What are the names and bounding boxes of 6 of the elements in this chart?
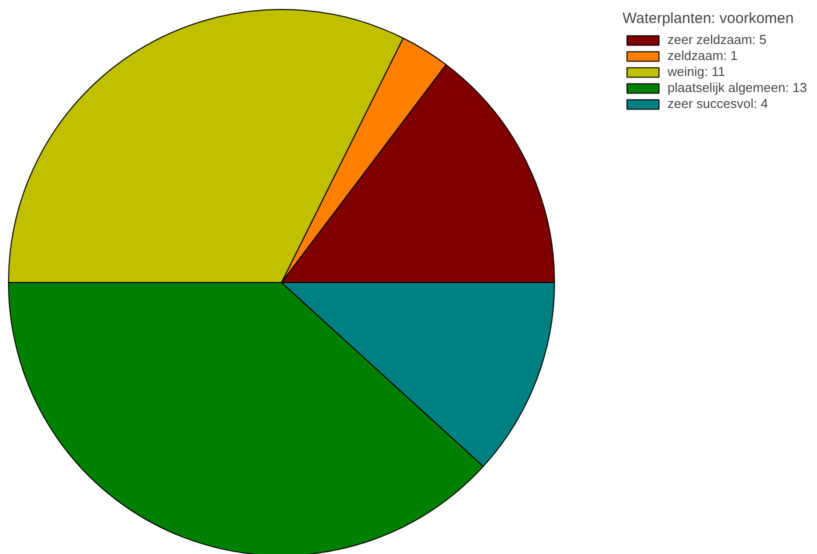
legend-label: plaatselijk algemeen: 13 xyxy=(668,80,807,95)
legend-label: zeer succesvol: 4 xyxy=(668,96,768,111)
legend-label: zeer zeldzaam: 5 xyxy=(668,32,767,47)
legend-title: Waterplanten: voorkomen xyxy=(622,10,795,27)
legend-label: weinig: 11 xyxy=(668,64,726,79)
legend-label: zeldzaam: 1 xyxy=(668,48,738,63)
